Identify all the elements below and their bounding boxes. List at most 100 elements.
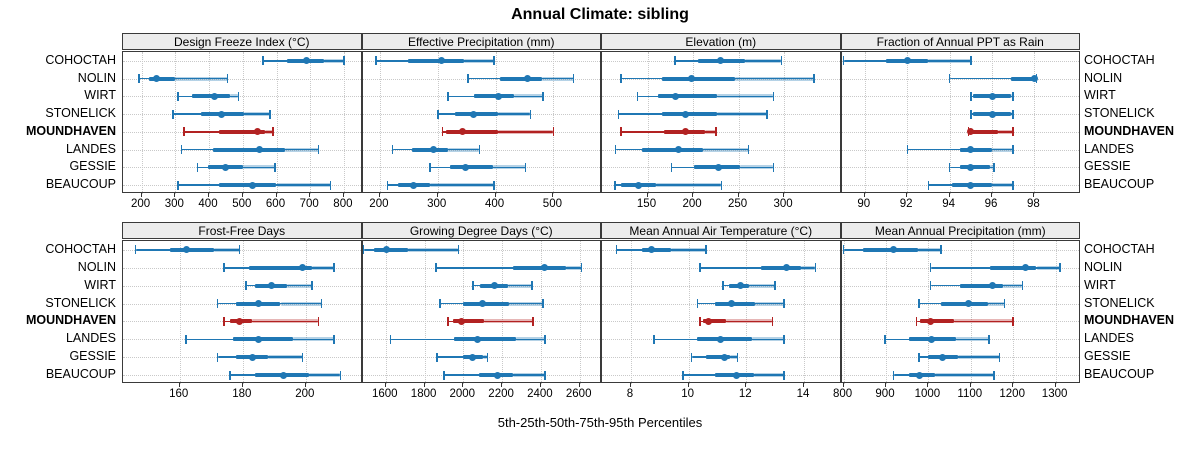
iqr-bar	[452, 319, 484, 324]
median-dot	[474, 335, 482, 343]
whisker-line	[700, 320, 773, 323]
median-dot	[967, 146, 975, 154]
panel-header: Elevation (m)	[601, 33, 841, 50]
x-tick	[783, 193, 785, 197]
x-tick-label: 300	[773, 198, 793, 210]
plot-area	[122, 240, 362, 384]
median-dot	[182, 246, 190, 254]
whisker-cap	[993, 162, 995, 172]
x-gridline	[738, 52, 740, 194]
median-dot	[494, 92, 502, 100]
upper-quartile-bar	[498, 129, 554, 134]
whisker-cap	[772, 91, 774, 101]
x-tick	[646, 193, 648, 197]
whisker-cap	[532, 316, 534, 326]
median-dot	[988, 282, 996, 290]
x-tick	[436, 193, 438, 197]
whisker-line	[363, 249, 459, 251]
upper-quartile-bar	[308, 373, 341, 378]
median-dot	[255, 335, 262, 343]
x-gridline	[970, 241, 972, 384]
iqr-bar	[960, 283, 1003, 288]
median-dot	[938, 353, 946, 361]
whisker-cap	[317, 145, 320, 155]
upper-quartile-bar	[704, 129, 716, 134]
chart-title: Annual Climate: sibling	[511, 6, 689, 23]
whisker-cap	[443, 370, 445, 380]
upper-quartile-bar	[754, 301, 784, 306]
upper-quartile-bar	[276, 183, 331, 188]
panel-header: Fraction of Annual PPT as Rain	[840, 33, 1080, 50]
whisker-cap	[436, 352, 438, 362]
median-dot	[988, 110, 996, 118]
y-gridline	[362, 78, 600, 80]
y-gridline	[602, 149, 840, 151]
median-dot	[682, 128, 690, 136]
whisker-cap	[389, 334, 392, 344]
site-label-left: COHOCTAH	[45, 241, 116, 256]
upper-quartile-bar	[953, 319, 1014, 324]
plot-area	[840, 51, 1080, 194]
whisker-cap	[617, 109, 620, 119]
x-tick-label: 2000	[449, 388, 476, 400]
y-gridline	[602, 285, 840, 287]
whisker-cap	[780, 56, 783, 66]
whisker-line	[447, 320, 534, 323]
y-gridline	[362, 149, 600, 151]
x-tick-label: 200	[682, 198, 702, 210]
x-tick-label: 900	[875, 388, 895, 400]
x-gridline	[385, 241, 387, 384]
whisker-line	[387, 184, 494, 186]
x-tick	[384, 383, 386, 387]
whisker-cap	[620, 74, 622, 84]
median-dot	[1030, 75, 1038, 83]
whisker-cap	[884, 334, 886, 344]
iqr-bar	[662, 112, 717, 117]
x-tick	[539, 383, 541, 387]
whisker-cap	[1059, 263, 1061, 273]
iqr-bar	[407, 58, 464, 63]
whisker-cap	[177, 91, 179, 101]
x-tick	[948, 193, 950, 197]
iqr-bar	[500, 76, 542, 81]
median-dot	[457, 317, 465, 325]
x-gridline	[379, 52, 381, 194]
whisker-cap	[620, 127, 622, 137]
x-tick-label: 500	[542, 198, 562, 210]
x-gridline	[179, 241, 181, 384]
site-label-left: COHOCTAH	[45, 52, 116, 67]
iqr-bar	[657, 94, 717, 99]
x-tick-label: 1800	[410, 388, 437, 400]
whisker-cap	[216, 299, 219, 309]
median-dot	[967, 181, 975, 189]
median-dot	[470, 110, 478, 118]
iqr-bar	[149, 76, 176, 81]
x-tick-label: 96	[984, 198, 998, 210]
upper-quartile-bar	[753, 373, 784, 378]
median-dot	[687, 75, 695, 83]
iqr-bar	[642, 247, 672, 252]
iqr-bar	[446, 129, 499, 134]
upper-quartile-bar	[934, 373, 995, 378]
median-dot	[716, 335, 724, 343]
x-tick-label: 14	[796, 388, 810, 400]
site-label-left: NOLIN	[77, 259, 116, 274]
x-tick	[927, 383, 929, 387]
whisker-cap	[993, 370, 995, 380]
whisker-cap	[747, 145, 750, 155]
x-tick-label: 2200	[488, 388, 514, 400]
site-label-right: LANDES	[1084, 141, 1135, 156]
whisker-cap	[435, 263, 437, 273]
median-dot	[409, 181, 417, 189]
median-dot	[249, 181, 257, 189]
y-gridline	[841, 114, 1079, 116]
whisker-cap	[544, 334, 546, 344]
upper-quartile-bar	[730, 355, 738, 360]
whisker-cap	[317, 316, 320, 326]
site-label-left: STONELICK	[45, 106, 116, 121]
x-gridline	[949, 52, 951, 194]
upper-quartile-bar	[992, 183, 1014, 188]
upper-quartile-bar	[671, 247, 706, 252]
x-tick-label: 200	[369, 198, 389, 210]
whisker-cap	[226, 74, 229, 84]
